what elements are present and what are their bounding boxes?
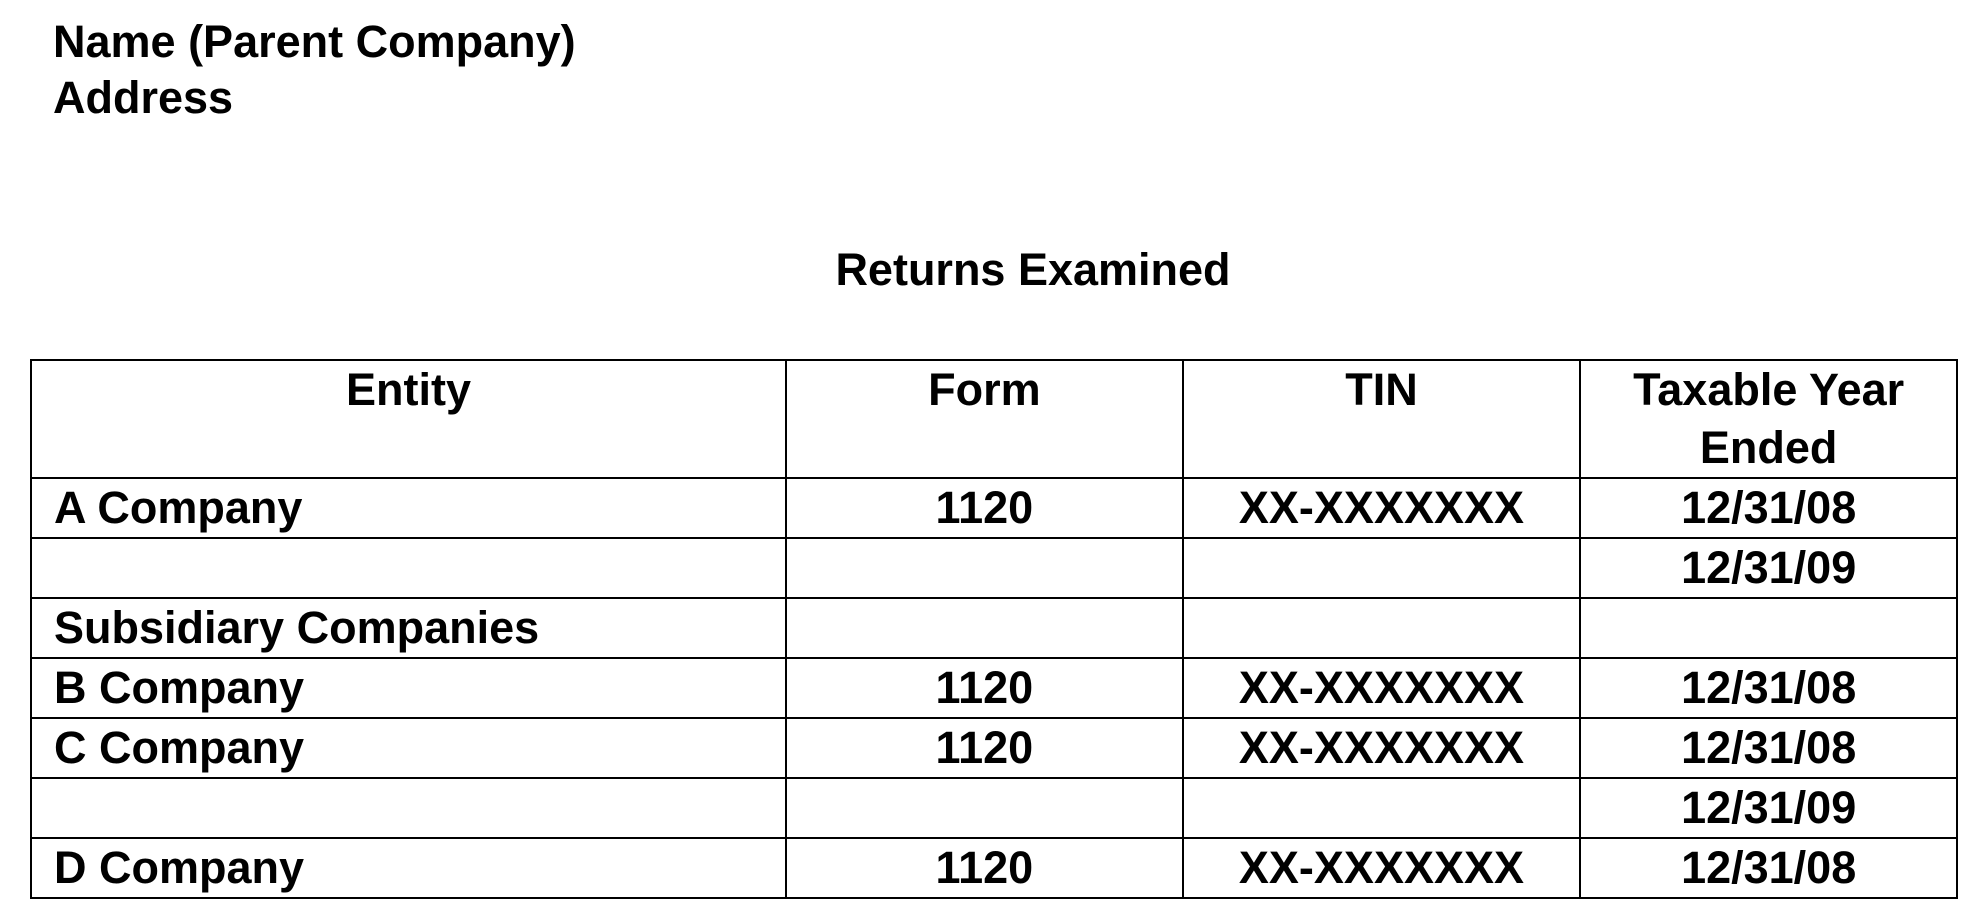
year-ended-cell: 12/31/09 bbox=[1579, 537, 1958, 599]
tin-cell bbox=[1181, 597, 1582, 659]
form-cell bbox=[785, 537, 1184, 599]
entity-cell: B Company bbox=[29, 657, 788, 719]
form-cell: 1120 bbox=[785, 477, 1184, 539]
entity-cell: D Company bbox=[29, 837, 788, 899]
tin-cell: XX-XXXXXXX bbox=[1181, 837, 1582, 899]
table-row: C Company 1120 XX-XXXXXXX 12/31/08 bbox=[29, 717, 1958, 779]
entity-cell: A Company bbox=[29, 477, 788, 539]
form-cell bbox=[785, 777, 1184, 839]
entity-cell: C Company bbox=[29, 717, 788, 779]
tin-cell: XX-XXXXXXX bbox=[1181, 477, 1582, 539]
year-ended-cell: 12/31/08 bbox=[1579, 477, 1958, 539]
table-row: 12/31/09 bbox=[29, 777, 1958, 839]
entity-cell: Subsidiary Companies bbox=[29, 597, 788, 659]
column-header-tin: TIN bbox=[1181, 359, 1582, 479]
table-row: A Company 1120 XX-XXXXXXX 12/31/08 bbox=[29, 477, 1958, 539]
tin-cell bbox=[1181, 777, 1582, 839]
parent-company-name: Name (Parent Company) bbox=[53, 16, 576, 67]
column-header-entity: Entity bbox=[29, 359, 788, 479]
table-row: D Company 1120 XX-XXXXXXX 12/31/08 bbox=[29, 837, 1958, 899]
table-row: B Company 1120 XX-XXXXXXX 12/31/08 bbox=[29, 657, 1958, 719]
year-ended-cell bbox=[1579, 597, 1958, 659]
form-cell: 1120 bbox=[785, 717, 1184, 779]
form-cell: 1120 bbox=[785, 837, 1184, 899]
tin-cell: XX-XXXXXXX bbox=[1181, 657, 1582, 719]
entity-cell bbox=[29, 537, 788, 599]
column-header-form: Form bbox=[785, 359, 1184, 479]
column-header-taxable-year-ended: Taxable Year Ended bbox=[1579, 359, 1958, 479]
returns-table: Entity Form TIN Taxable Year Ended A Com… bbox=[29, 359, 1958, 899]
entity-cell bbox=[29, 777, 788, 839]
year-ended-cell: 12/31/08 bbox=[1579, 657, 1958, 719]
tin-cell bbox=[1181, 537, 1582, 599]
form-cell: 1120 bbox=[785, 657, 1184, 719]
form-cell bbox=[785, 597, 1184, 659]
table-row: 12/31/09 bbox=[29, 537, 1958, 599]
year-ended-cell: 12/31/08 bbox=[1579, 717, 1958, 779]
year-ended-cell: 12/31/09 bbox=[1579, 777, 1958, 839]
table-row: Subsidiary Companies bbox=[29, 597, 1958, 659]
document-title: Returns Examined bbox=[835, 244, 1231, 295]
header-row: Entity Form TIN Taxable Year Ended bbox=[29, 359, 1958, 479]
year-ended-cell: 12/31/08 bbox=[1579, 837, 1958, 899]
address: Address bbox=[53, 72, 234, 123]
tin-cell: XX-XXXXXXX bbox=[1181, 717, 1582, 779]
